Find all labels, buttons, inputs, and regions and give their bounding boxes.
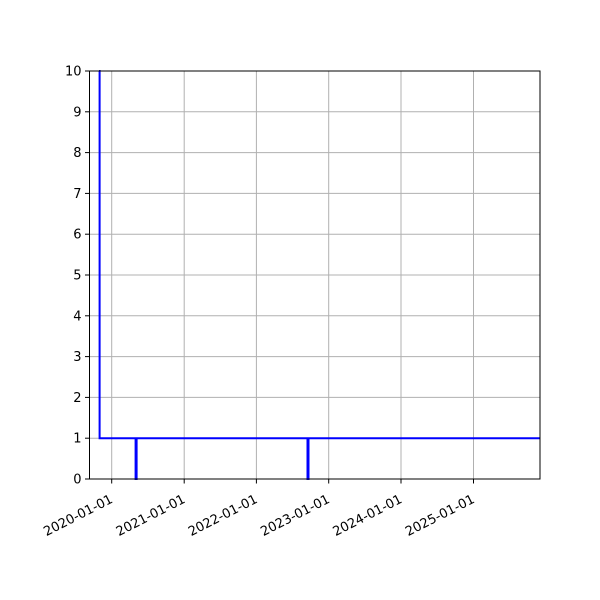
- x-tick-label: 2023-01-01: [258, 492, 332, 540]
- x-tick-label: 2024-01-01: [331, 492, 405, 540]
- x-tick-label: 2021-01-01: [114, 492, 188, 540]
- y-tick-label: 0: [73, 473, 81, 488]
- y-tick-label: 9: [73, 105, 81, 120]
- data-line: [98, 70, 540, 480]
- x-tick-label: 2022-01-01: [186, 492, 260, 540]
- x-tick-label: 2020-01-01: [41, 492, 115, 540]
- y-tick-label: 10: [65, 65, 82, 80]
- y-tick-label: 2: [73, 391, 81, 406]
- y-tick-label: 4: [73, 309, 81, 324]
- y-tick-label: 3: [73, 350, 81, 365]
- y-tick-label: 7: [73, 187, 81, 202]
- x-tick-label: 2025-01-01: [403, 492, 477, 540]
- y-tick-label: 1: [73, 432, 81, 447]
- y-tick-label: 8: [73, 146, 81, 161]
- y-tick-label: 5: [73, 269, 81, 284]
- y-tick-label: 6: [73, 228, 81, 243]
